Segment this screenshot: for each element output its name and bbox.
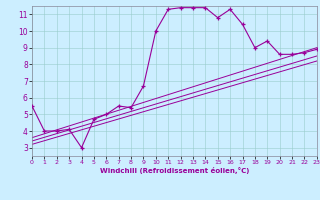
X-axis label: Windchill (Refroidissement éolien,°C): Windchill (Refroidissement éolien,°C) xyxy=(100,167,249,174)
